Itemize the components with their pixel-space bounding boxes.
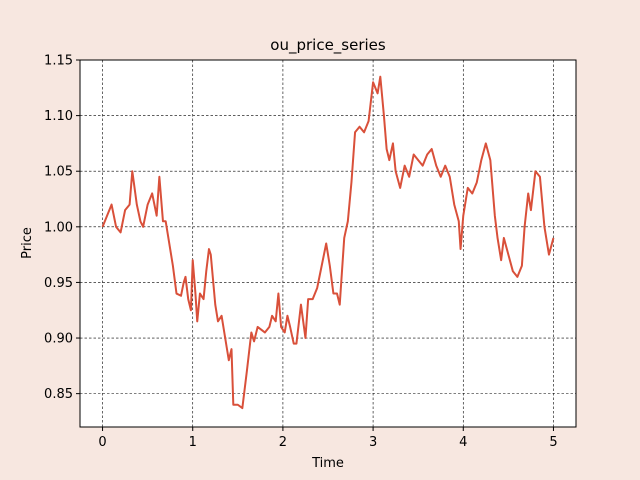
y-tick-label: 1.00 <box>44 220 73 235</box>
y-tick-label: 1.05 <box>44 165 73 180</box>
x-tick-label: 5 <box>549 435 557 450</box>
x-axis-label: Time <box>311 456 344 471</box>
y-tick-label: 0.90 <box>44 332 73 347</box>
y-tick-label: 0.95 <box>44 276 73 291</box>
x-tick-label: 3 <box>369 435 377 450</box>
y-tick-label: 0.85 <box>44 387 73 402</box>
x-tick-label: 0 <box>98 435 106 450</box>
y-tick-label: 1.10 <box>44 109 73 124</box>
price-line <box>101 75 555 410</box>
y-tick-label: 1.15 <box>44 54 73 69</box>
x-tick-label: 2 <box>279 435 287 450</box>
x-tick-label: 1 <box>189 435 197 450</box>
x-tick-label: 4 <box>459 435 467 450</box>
y-axis-label: Price <box>20 227 35 259</box>
plot-frame <box>79 59 577 428</box>
chart-title: ou_price_series <box>270 36 386 55</box>
plot-background <box>80 60 576 427</box>
